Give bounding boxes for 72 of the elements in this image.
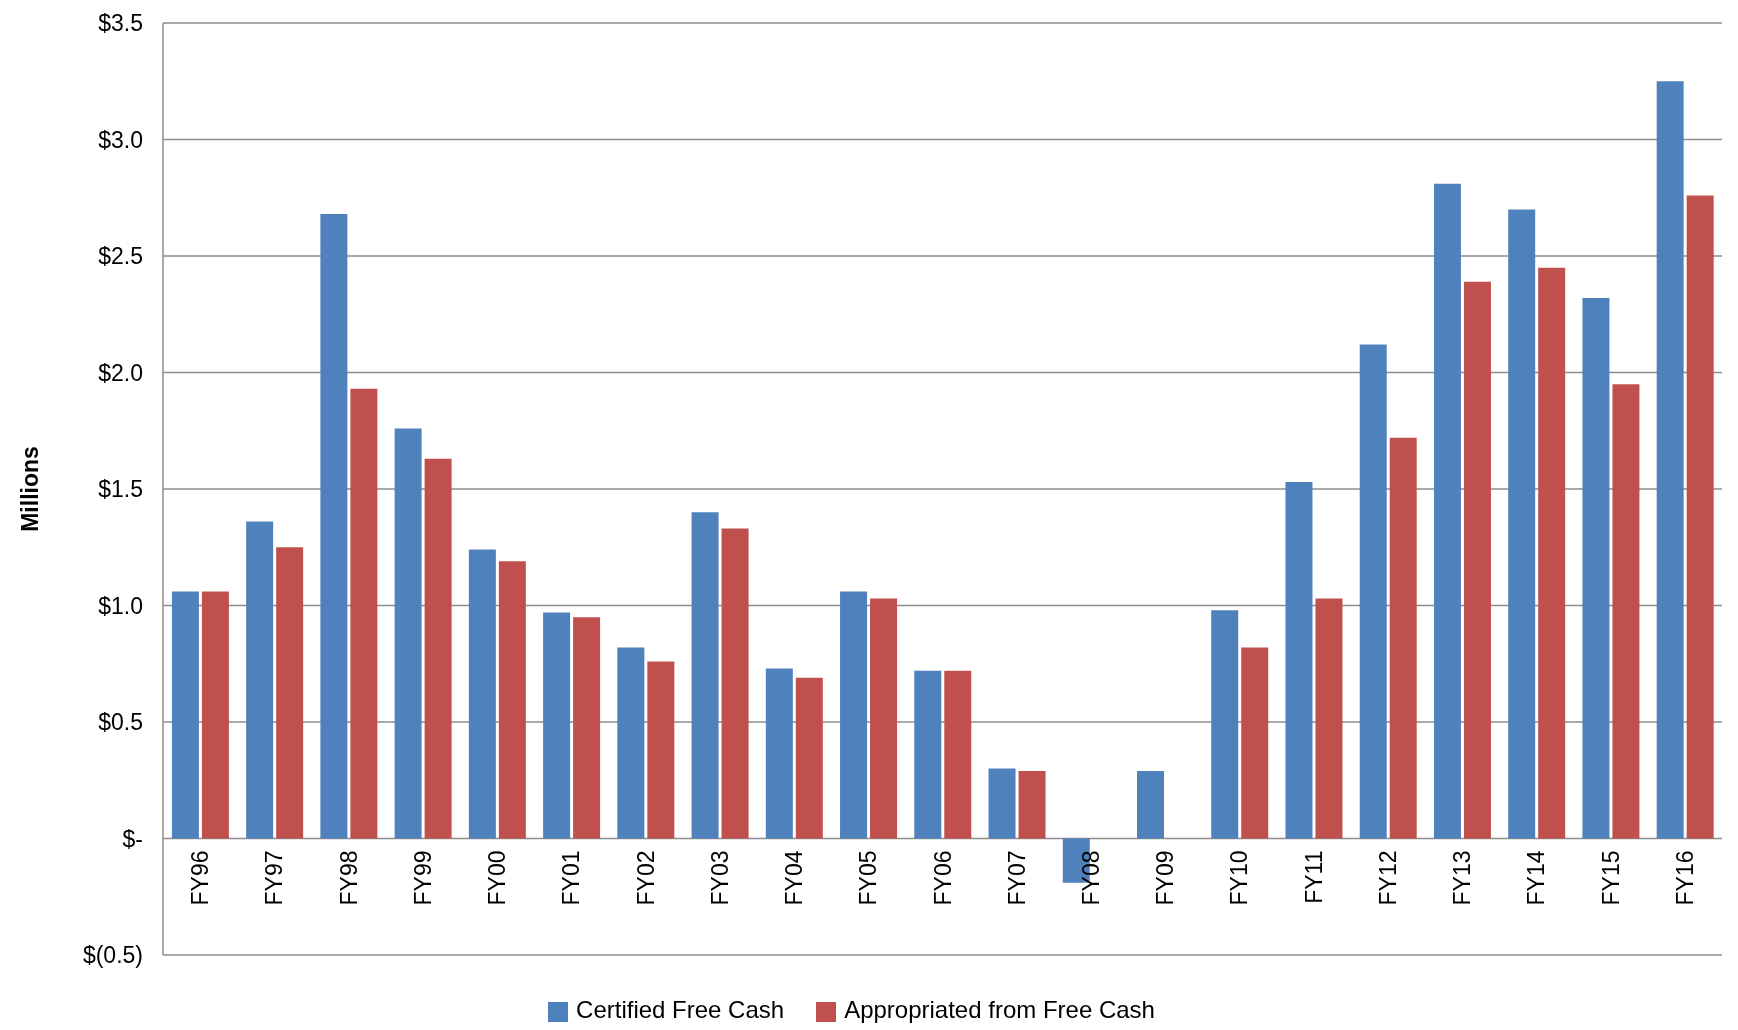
- x-tick-label: FY08: [1077, 850, 1104, 906]
- y-axis-title: Millions: [17, 446, 43, 532]
- x-tick-label: FY12: [1374, 850, 1401, 906]
- y-tick-label: $(0.5): [82, 942, 143, 969]
- x-tick-label: FY15: [1597, 850, 1624, 906]
- bar: [424, 458, 452, 839]
- y-tick-label: $1.5: [98, 476, 143, 503]
- bar: [543, 612, 571, 839]
- bar: [1315, 598, 1343, 839]
- bar: [1686, 195, 1714, 839]
- x-tick-label: FY96: [187, 850, 214, 906]
- x-tick-label: FY09: [1152, 850, 1179, 906]
- bar: [320, 214, 348, 839]
- x-tick-label: FY07: [1003, 850, 1030, 906]
- bar: [988, 768, 1016, 839]
- x-tick-label: FY11: [1300, 850, 1327, 904]
- x-tick-label: FY01: [558, 850, 585, 906]
- bar: [617, 647, 645, 839]
- x-tick-label: FY97: [261, 850, 288, 906]
- bar: [944, 670, 972, 839]
- bar: [1538, 267, 1566, 839]
- x-tick-label: FY02: [632, 850, 659, 906]
- bar: [914, 670, 942, 839]
- bar: [394, 428, 422, 839]
- bar: [840, 591, 868, 839]
- x-tick-label: FY00: [484, 850, 511, 906]
- x-tick-label: FY16: [1671, 850, 1698, 906]
- bar: [573, 617, 601, 839]
- bar: [1508, 209, 1536, 839]
- y-tick-label: $1.0: [98, 592, 143, 619]
- bar: [1433, 183, 1461, 839]
- y-tick-label: $2.5: [98, 243, 143, 270]
- x-tick-label: FY10: [1226, 850, 1253, 906]
- bar: [870, 598, 898, 839]
- x-tick-label: FY13: [1449, 850, 1476, 906]
- legend-label: Appropriated from Free Cash: [844, 996, 1155, 1023]
- bar: [276, 547, 304, 839]
- x-tick-label: FY04: [781, 850, 808, 906]
- x-tick-label: FY03: [706, 850, 733, 906]
- bar: [765, 668, 793, 839]
- legend-label: Certified Free Cash: [576, 996, 785, 1023]
- bar: [201, 591, 229, 839]
- bar: [1211, 610, 1239, 839]
- x-tick-label: FY99: [409, 850, 436, 906]
- bar: [1463, 281, 1491, 839]
- bar: [795, 677, 823, 839]
- bar: [171, 591, 199, 839]
- x-tick-label: FY05: [855, 850, 882, 906]
- bar: [498, 561, 526, 839]
- y-tick-label: $3.0: [98, 126, 143, 153]
- y-tick-label: $2.0: [98, 359, 143, 386]
- bar: [647, 661, 675, 839]
- bar: [1018, 770, 1046, 839]
- bar: [1285, 482, 1313, 839]
- bar: [1241, 647, 1269, 839]
- bar: [468, 549, 496, 839]
- y-tick-label: $-: [122, 825, 143, 852]
- bar: [1389, 437, 1417, 839]
- bar: [246, 521, 274, 839]
- x-tick-label: FY98: [335, 850, 362, 906]
- bar: [1582, 297, 1610, 839]
- bar: [1359, 344, 1387, 839]
- y-tick-label: $0.5: [98, 709, 143, 736]
- bar: [350, 388, 378, 839]
- bar: [1612, 384, 1640, 839]
- bar: [721, 528, 749, 839]
- y-tick-label: $3.5: [98, 10, 143, 37]
- bar: [1656, 81, 1684, 839]
- x-tick-label: FY14: [1523, 850, 1550, 906]
- bar: [1137, 770, 1164, 839]
- x-tick-label: FY06: [929, 850, 956, 906]
- bar: [691, 512, 719, 839]
